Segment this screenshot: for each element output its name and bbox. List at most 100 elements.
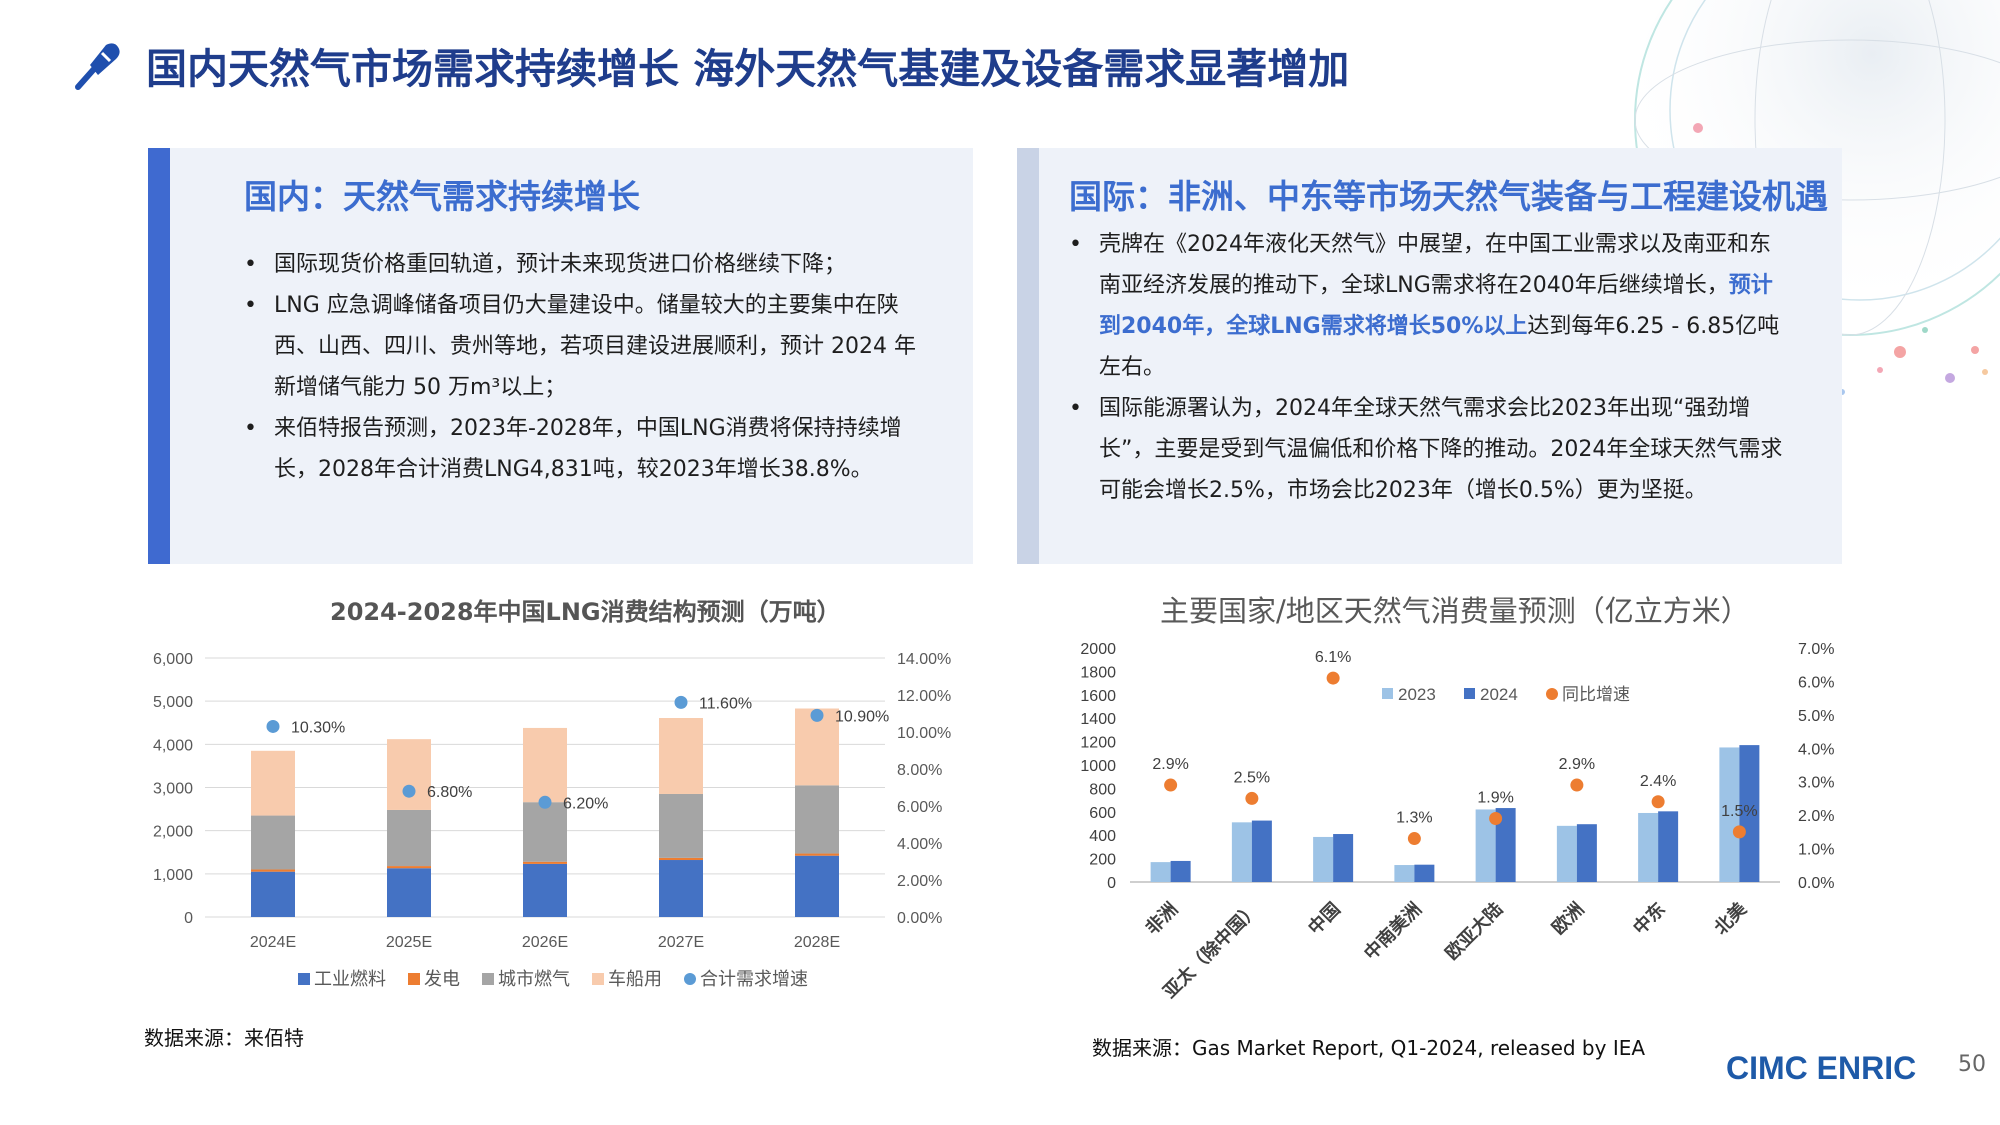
bar (1313, 836, 1334, 882)
bar (1231, 822, 1252, 882)
y2-tick-label: 10.00% (897, 725, 951, 742)
growth-point (674, 695, 688, 709)
y2-tick-label: 2.00% (897, 873, 942, 890)
page-title: 国内天然气市场需求持续增长 海外天然气基建及设备需求显著增加 (146, 45, 1350, 93)
y-tick-label: 1600 (1080, 688, 1116, 705)
y-tick-label: 1,000 (153, 867, 193, 884)
bar (1576, 824, 1597, 882)
y2-tick-label: 5.0% (1798, 708, 1834, 725)
domestic-heading: 国内：天然气需求持续增长 (244, 177, 640, 216)
growth-point (1732, 825, 1746, 839)
y-tick-label: 1800 (1080, 664, 1116, 681)
bar (1719, 747, 1740, 882)
growth-point (1164, 778, 1178, 792)
bar-segment (387, 809, 431, 867)
legend-marker (298, 973, 310, 985)
bar-segment (659, 857, 703, 861)
x-tick-label: 中南美洲 (1359, 898, 1425, 964)
source-note-right: 数据来源：Gas Market Report, Q1-2024, release… (1092, 1036, 1646, 1060)
list-item: 国际现货价格重回轨道，预计未来现货进口价格继续下降； (244, 244, 934, 285)
bar (1150, 862, 1171, 882)
bar (1638, 812, 1659, 882)
legend-marker (1546, 688, 1558, 700)
bar (1475, 809, 1496, 882)
y2-tick-label: 6.0% (1798, 674, 1834, 691)
growth-point (266, 719, 280, 733)
y2-tick-label: 4.0% (1798, 741, 1834, 758)
y2-tick-label: 2.0% (1798, 808, 1834, 825)
y-tick-label: 2,000 (153, 824, 193, 841)
y2-tick-label: 7.0% (1798, 641, 1834, 658)
x-tick-label: 非洲 (1141, 898, 1181, 938)
bar-segment (251, 750, 295, 816)
y-tick-label: 3,000 (153, 781, 193, 798)
bar (1414, 864, 1435, 882)
x-tick-label: 2025E (386, 934, 432, 951)
x-tick-label: 北美 (1710, 898, 1750, 938)
data-label: 1.9% (1477, 789, 1513, 806)
x-tick-label: 2026E (522, 934, 568, 951)
bar (1658, 811, 1679, 882)
company-logo: CIMC ENRIC (1726, 1050, 1917, 1086)
y-tick-label: 1400 (1080, 711, 1116, 728)
y-tick-label: 5,000 (153, 694, 193, 711)
legend-marker (684, 973, 696, 985)
bar-segment (387, 868, 431, 917)
y-tick-label: 2000 (1080, 641, 1116, 658)
bar (1739, 745, 1760, 882)
x-tick-label: 欧亚大陆 (1441, 898, 1507, 964)
x-tick-label: 2024E (250, 934, 296, 951)
y-tick-label: 400 (1089, 828, 1116, 845)
y2-tick-label: 3.0% (1798, 775, 1834, 792)
bar-segment (523, 863, 567, 917)
x-tick-label: 中国 (1304, 898, 1344, 938)
y-tick-label: 1200 (1080, 735, 1116, 752)
bar-segment (795, 855, 839, 917)
lng-consumption-chart: 0 1,000 2,000 3,000 4,000 5,000 6,000 0.00% 2.00… (153, 651, 951, 989)
title-bar: 国内天然气市场需求持续增长 海外天然气基建及设备需求显著增加 (72, 30, 1349, 100)
list-item: 来佰特报告预测，2023年-2028年，中国LNG消费将保持持续增长，2028年… (244, 408, 934, 490)
y-tick-label: 1000 (1080, 758, 1116, 775)
growth-point (810, 708, 824, 722)
bar (1495, 808, 1516, 882)
data-label: 6.1% (1315, 649, 1351, 666)
growth-point (1489, 811, 1503, 825)
bar-segment (659, 718, 703, 794)
y-tick-label: 600 (1089, 805, 1116, 822)
bar-segment (387, 866, 431, 869)
bar-segment (523, 861, 567, 864)
data-label: 11.60% (699, 695, 752, 712)
growth-point (1570, 778, 1584, 792)
bullet-text: 壳牌在《2024年液化天然气》中展望，在中国工业需求以及南亚和东南亚经济发展的推… (1099, 232, 1771, 298)
legend-label: 同比增速 (1562, 685, 1630, 704)
source-note-left: 数据来源：来佰特 (144, 1026, 304, 1050)
legend-marker (1464, 688, 1475, 699)
data-label: 1.3% (1396, 810, 1432, 827)
y-tick-label: 4,000 (153, 737, 193, 754)
x-tick-label: 中东 (1629, 898, 1669, 938)
data-label: 6.80% (427, 784, 472, 801)
data-label: 10.90% (835, 708, 889, 725)
x-tick-label: 2028E (794, 934, 840, 951)
bar-segment (659, 860, 703, 917)
international-heading: 国际：非洲、中东等市场天然气装备与工程建设机遇 (1069, 177, 1828, 216)
bar-segment (251, 815, 295, 870)
panel-accent-bar (148, 148, 170, 564)
y2-tick-label: 0.0% (1798, 875, 1834, 892)
growth-point (1245, 791, 1259, 805)
chart-title-lng: 2024-2028年中国LNG消费结构预测（万吨） (330, 598, 841, 626)
growth-point (402, 784, 416, 798)
bar (1333, 834, 1354, 882)
y2-tick-label: 8.00% (897, 762, 942, 779)
legend-marker (408, 973, 420, 985)
list-item: 壳牌在《2024年液化天然气》中展望，在中国工业需求以及南亚和东南亚经济发展的推… (1069, 224, 1789, 388)
legend-label: 工业燃料 (314, 969, 386, 989)
legend-marker (482, 973, 494, 985)
legend-label: 2024 (1480, 685, 1518, 704)
x-tick-label: 欧洲 (1547, 898, 1587, 938)
data-label: 2.4% (1640, 773, 1676, 790)
growth-point (1651, 795, 1665, 809)
list-item: LNG 应急调峰储备项目仍大量建设中。储量较大的主要集中在陕西、山西、四川、贵州… (244, 285, 934, 408)
bullet-text: 达到每年6.25 - 6.85亿吨左右。 (1099, 314, 1780, 380)
data-label: 2.5% (1234, 769, 1270, 786)
